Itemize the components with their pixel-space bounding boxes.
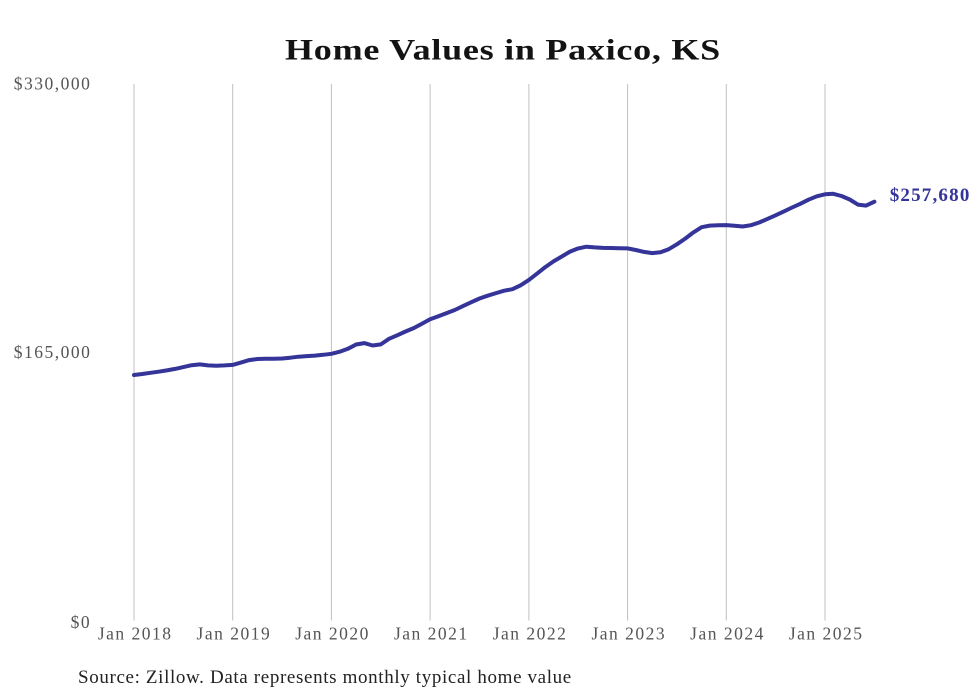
svg-text:Jan 2020: Jan 2020 [295, 623, 370, 643]
svg-text:Jan 2024: Jan 2024 [690, 623, 765, 643]
svg-text:$165,000: $165,000 [14, 342, 92, 362]
svg-text:Jan 2022: Jan 2022 [493, 623, 568, 643]
svg-text:Jan 2023: Jan 2023 [591, 623, 666, 643]
svg-text:Jan 2019: Jan 2019 [197, 623, 272, 643]
svg-text:Jan 2025: Jan 2025 [789, 623, 864, 643]
svg-text:$257,680: $257,680 [890, 185, 971, 206]
svg-text:Home Values in Paxico, KS: Home Values in Paxico, KS [285, 33, 721, 66]
svg-text:$0: $0 [71, 612, 92, 632]
svg-text:Source: Zillow. Data represent: Source: Zillow. Data represents monthly … [78, 667, 572, 688]
svg-text:Jan 2018: Jan 2018 [98, 623, 173, 643]
svg-text:$330,000: $330,000 [14, 74, 92, 94]
svg-text:Jan 2021: Jan 2021 [394, 623, 469, 643]
